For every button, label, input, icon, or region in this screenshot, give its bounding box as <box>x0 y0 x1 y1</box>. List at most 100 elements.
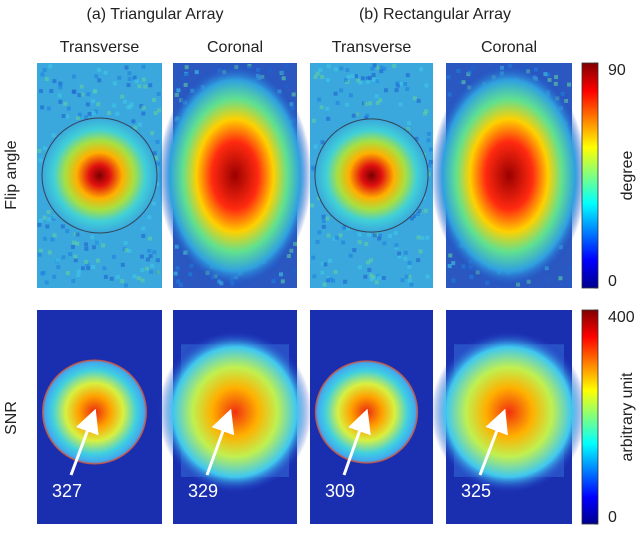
noise <box>67 107 71 111</box>
noise <box>52 215 56 219</box>
noise <box>65 114 69 118</box>
noise <box>352 114 356 118</box>
noise <box>49 89 53 93</box>
noise <box>75 242 79 246</box>
colorbar <box>582 63 598 288</box>
noise <box>448 93 452 97</box>
noise <box>56 265 60 269</box>
noise <box>318 68 322 72</box>
noise <box>317 230 321 234</box>
noise <box>84 115 88 119</box>
noise <box>84 260 88 264</box>
noise <box>188 272 192 276</box>
noise <box>142 106 146 110</box>
noise <box>364 102 368 106</box>
noise <box>429 147 433 151</box>
noise <box>123 100 127 104</box>
noise <box>338 233 342 237</box>
noise <box>47 210 51 214</box>
noise <box>58 94 62 98</box>
noise <box>323 283 327 287</box>
noise <box>157 108 161 112</box>
noise <box>409 283 413 287</box>
noise <box>370 67 374 71</box>
column-title: Coronal <box>481 39 537 56</box>
noise <box>97 68 101 72</box>
noise <box>377 237 381 241</box>
field-map <box>431 63 587 288</box>
noise <box>37 149 41 153</box>
noise <box>363 275 367 279</box>
noise <box>403 82 407 86</box>
noise <box>75 232 79 236</box>
noise <box>469 275 473 279</box>
noise <box>370 277 374 281</box>
noise <box>417 99 421 103</box>
noise <box>52 133 56 137</box>
noise <box>425 236 429 240</box>
noise <box>86 92 90 96</box>
noise <box>117 76 121 80</box>
group-title: (b) Rectangular Array <box>359 6 511 23</box>
noise <box>147 249 151 253</box>
noise <box>84 247 88 251</box>
noise <box>368 101 372 105</box>
noise <box>137 276 141 280</box>
noise <box>457 80 461 84</box>
noise <box>395 81 399 85</box>
noise <box>292 92 296 96</box>
snr-map <box>431 331 587 494</box>
noise <box>317 98 321 102</box>
noise <box>73 255 77 259</box>
noise <box>152 98 156 102</box>
noise <box>146 258 150 262</box>
noise <box>141 234 145 238</box>
noise <box>424 83 428 87</box>
noise <box>382 276 386 280</box>
noise <box>41 271 45 275</box>
noise <box>375 94 379 98</box>
noise <box>373 233 377 237</box>
noise <box>50 238 54 242</box>
column-title: Transverse <box>332 39 412 56</box>
noise <box>322 225 326 229</box>
noise <box>335 236 339 240</box>
noise <box>91 99 95 103</box>
noise <box>148 237 152 241</box>
noise <box>312 274 316 278</box>
noise <box>334 270 338 274</box>
row-label: SNR <box>3 401 20 435</box>
noise <box>38 253 42 257</box>
noise <box>130 102 134 106</box>
noise <box>176 88 180 92</box>
noise <box>61 224 65 228</box>
noise <box>43 146 47 150</box>
noise <box>419 249 423 253</box>
noise <box>349 254 353 258</box>
noise <box>320 271 324 275</box>
noise <box>58 82 62 86</box>
noise <box>426 275 430 279</box>
noise <box>176 266 180 270</box>
noise <box>141 112 145 116</box>
noise <box>361 76 365 80</box>
noise <box>392 64 396 68</box>
noise <box>327 234 331 238</box>
field-map <box>315 119 428 232</box>
noise <box>384 88 388 92</box>
field-map <box>158 63 312 288</box>
noise <box>157 92 161 96</box>
peak-label: 325 <box>461 481 491 501</box>
noise <box>388 234 392 238</box>
noise <box>107 111 111 115</box>
noise <box>316 72 320 76</box>
noise <box>280 70 284 74</box>
noise <box>84 242 88 246</box>
noise <box>120 95 124 99</box>
noise <box>558 276 562 280</box>
snr-map <box>158 331 312 494</box>
noise <box>184 83 188 87</box>
noise <box>104 275 108 279</box>
noise <box>329 277 333 281</box>
